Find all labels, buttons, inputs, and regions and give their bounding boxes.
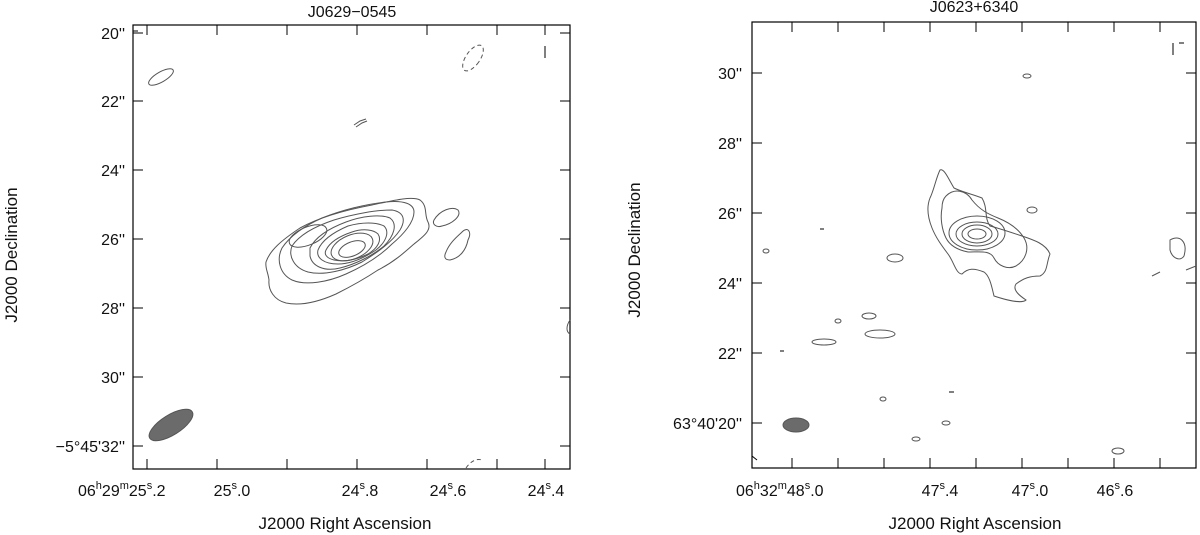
right-contour-blob [1026, 206, 1038, 214]
left-contour-negative [465, 459, 483, 469]
right-ytick-label: 22'' [718, 346, 742, 363]
right-contour-blob [941, 420, 951, 426]
right-x-tick-labels: 06h32m48s.0 47s.4 47s.0 46s.6 [736, 480, 1133, 500]
left-contour-level-1 [265, 197, 430, 305]
right-contour-level-1 [927, 169, 1051, 303]
left-x-axis-label: J2000 Right Ascension [259, 514, 432, 533]
left-contour-blob [353, 118, 368, 128]
right-x-ticks [791, 22, 1161, 468]
right-ytick-label: 28'' [718, 136, 742, 153]
left-ytick-label: 26'' [101, 232, 125, 249]
left-panel: J0629−0545 20'' 22'' 24'' 26'' 28'' 30''… [2, 4, 571, 533]
right-ytick-label: 63°40'20'' [673, 416, 742, 433]
left-x-tick-labels: 06h29m25s.2 25s.0 24s.8 24s.6 24s.4 [78, 480, 564, 500]
right-x-axis-label: J2000 Right Ascension [889, 514, 1062, 533]
left-contour-level-4 [309, 215, 395, 270]
right-ytick-label: 24'' [718, 276, 742, 293]
left-ytick-label: 20'' [101, 26, 125, 43]
left-contour-level-5 [317, 222, 388, 265]
right-xtick-label: 46s.6 [1097, 480, 1134, 500]
right-xtick-label: 06h32m48s.0 [736, 480, 824, 500]
right-plot-frame [751, 21, 1197, 469]
left-contours [133, 30, 571, 469]
right-contour-level-4 [955, 221, 999, 247]
left-xtick-label: 25s.0 [214, 480, 251, 500]
left-plot-frame [132, 24, 571, 470]
left-contour-level-8 [338, 240, 366, 258]
left-contour-level-3 [290, 209, 404, 274]
right-contour-blob [911, 436, 921, 442]
right-xtick-label: 47s.0 [1012, 480, 1049, 500]
right-contour-level-3 [948, 215, 1006, 251]
right-contour-level-5 [961, 224, 993, 244]
right-contour-blob [1111, 447, 1125, 455]
left-ytick-label: 22'' [101, 94, 125, 111]
left-contour-edge [566, 319, 571, 335]
right-contour-blob [811, 338, 837, 346]
left-contour-secondary-peak [288, 224, 328, 248]
left-xtick-label: 24s.4 [528, 480, 565, 500]
left-xtick-label: 24s.6 [430, 480, 467, 500]
left-contour-level-2 [278, 201, 415, 284]
left-y-ticks [133, 32, 570, 447]
right-contour-level-2 [940, 190, 1028, 269]
left-ytick-label: 24'' [101, 163, 125, 180]
right-contour-blob [834, 318, 842, 324]
left-contour-level-7 [330, 232, 374, 262]
right-contours [751, 42, 1197, 461]
left-ytick-label: 30'' [101, 370, 125, 387]
left-contour-blob [433, 207, 460, 227]
right-contour-blob [864, 329, 896, 339]
right-contour-blob [762, 248, 770, 254]
left-beam [148, 408, 194, 442]
right-contour-blob [1169, 237, 1186, 260]
right-contour-blob [861, 312, 877, 320]
left-y-tick-labels: 20'' 22'' 24'' 26'' 28'' 30'' −5°45'32'' [56, 26, 125, 456]
right-contour-blob [879, 396, 887, 402]
right-contour-blob [886, 253, 904, 263]
right-contour-level-6 [967, 228, 987, 240]
right-xtick-label: 47s.4 [922, 480, 959, 500]
left-xtick-label: 06h29m25s.2 [78, 480, 166, 500]
right-title: J0623+6340 [930, 0, 1019, 16]
left-y-axis-label: J2000 Declination [2, 187, 21, 322]
right-ytick-label: 30'' [718, 66, 742, 83]
left-contour-blob [148, 68, 174, 86]
right-beam [782, 417, 810, 433]
right-y-ticks [752, 72, 1196, 424]
right-y-tick-labels: 30'' 28'' 26'' 24'' 22'' 63°40'20'' [673, 66, 742, 433]
right-y-axis-label: J2000 Declination [625, 182, 644, 317]
left-title: J0629−0545 [308, 4, 397, 21]
left-contour-level-6 [324, 229, 381, 262]
right-edge-marker [751, 455, 758, 461]
left-xtick-label: 24s.8 [342, 480, 379, 500]
left-ytick-label: −5°45'32'' [56, 439, 125, 456]
left-contour-negative [462, 44, 484, 72]
left-x-ticks [146, 25, 546, 469]
left-contour-blob [444, 229, 471, 261]
left-ytick-label: 28'' [101, 301, 125, 318]
right-ytick-label: 26'' [718, 206, 742, 223]
right-contour-blob [1022, 73, 1032, 79]
right-panel: J0623+6340 30'' 28'' 26'' 24'' 22'' 63°4… [625, 0, 1197, 533]
right-contour-blob [1151, 265, 1197, 277]
